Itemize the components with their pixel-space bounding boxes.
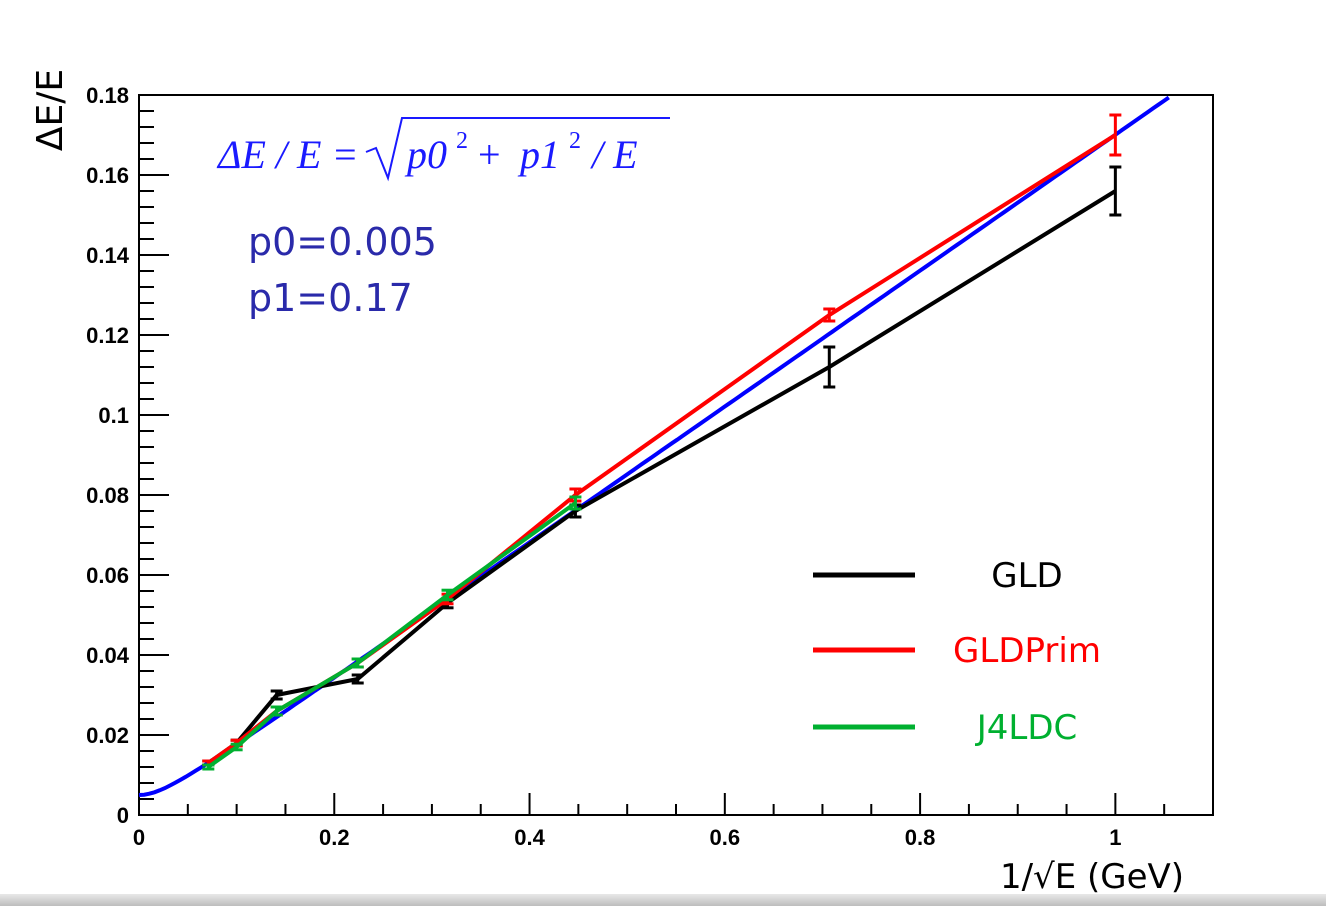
x-tick-label: 0.8 bbox=[905, 825, 936, 850]
legend: GLD GLDPrim J4LDC bbox=[813, 556, 1101, 748]
data-point-j4ldc bbox=[202, 763, 215, 771]
data-point-gldprim bbox=[1109, 113, 1122, 157]
svg-text:ΔE / E =: ΔE / E = bbox=[216, 132, 358, 177]
fit-param-p1: p1=0.17 bbox=[248, 276, 413, 320]
legend-label: GLD bbox=[991, 556, 1062, 596]
svg-text:2: 2 bbox=[569, 128, 581, 154]
y-tick-label: 0.12 bbox=[86, 323, 129, 348]
legend-label: GLDPrim bbox=[953, 631, 1101, 671]
y-tick-label: 0.18 bbox=[86, 83, 129, 108]
svg-text:p0: p0 bbox=[404, 132, 447, 177]
x-tick-label: 1 bbox=[1109, 825, 1121, 850]
y-tick-label: 0.04 bbox=[86, 643, 130, 668]
x-axis-label: 1/√E (GeV) bbox=[1000, 857, 1184, 897]
data-point-j4ldc bbox=[270, 705, 283, 717]
data-point-j4ldc bbox=[351, 657, 364, 669]
x-tick-label: 0 bbox=[133, 825, 145, 850]
legend-item-gldprim: GLDPrim bbox=[813, 631, 1101, 671]
data-point-gld bbox=[823, 345, 836, 389]
series-line-gld bbox=[207, 189, 1117, 765]
x-tick-label: 0.2 bbox=[319, 825, 350, 850]
legend-label: J4LDC bbox=[975, 708, 1078, 748]
svg-text:2: 2 bbox=[456, 128, 468, 154]
x-tick-label: 0.4 bbox=[514, 825, 545, 850]
axis-tick-labels: 0 0.2 0.4 0.6 0.8 1 0 0.02 0.04 0.06 0.08 0.1 0.12 0.… bbox=[86, 83, 1121, 850]
svg-text:p1: p1 bbox=[517, 132, 560, 177]
data-point-j4ldc bbox=[441, 588, 454, 602]
fit-curve bbox=[138, 95, 1170, 797]
data-point-j4ldc bbox=[569, 495, 582, 511]
y-tick-label: 0.1 bbox=[98, 403, 129, 428]
data-point-gld bbox=[1109, 165, 1122, 217]
y-axis-label: ΔE/E bbox=[30, 69, 71, 151]
axis-ticks bbox=[138, 94, 1214, 816]
legend-item-gld: GLD bbox=[813, 556, 1063, 596]
legend-item-j4ldc: J4LDC bbox=[813, 708, 1077, 748]
data-point-gld bbox=[270, 689, 283, 701]
y-tick-label: 0 bbox=[117, 803, 129, 828]
y-tick-label: 0.06 bbox=[86, 563, 129, 588]
series-group bbox=[202, 113, 1122, 771]
fit-param-p0: p0=0.005 bbox=[248, 220, 437, 264]
data-point-j4ldc bbox=[230, 742, 243, 752]
fit-formula: ΔE / E = p0 2 + p1 2 / E bbox=[216, 117, 670, 182]
svg-text:+: + bbox=[478, 132, 501, 177]
bottom-band bbox=[0, 894, 1326, 906]
y-tick-label: 0.16 bbox=[86, 163, 129, 188]
fit-curve-group bbox=[138, 95, 1170, 797]
data-point-gldprim bbox=[823, 307, 836, 323]
y-tick-label: 0.02 bbox=[86, 723, 129, 748]
data-point-gld bbox=[351, 673, 364, 685]
y-tick-label: 0.14 bbox=[86, 243, 130, 268]
svg-text:/ E: / E bbox=[590, 132, 638, 177]
x-tick-label: 0.6 bbox=[710, 825, 741, 850]
y-tick-label: 0.08 bbox=[86, 483, 129, 508]
